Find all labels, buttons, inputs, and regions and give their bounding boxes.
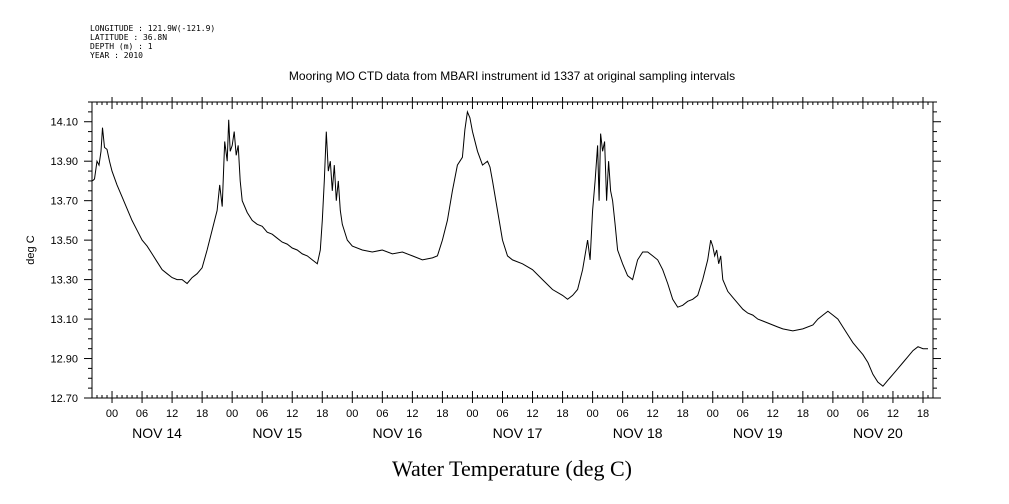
metadata-block: LONGITUDE : 121.9W(-121.9) LATITUDE : 36… xyxy=(90,24,215,60)
y-tick-label: 13.10 xyxy=(50,314,78,326)
x-hour-label: 06 xyxy=(136,408,148,420)
x-hour-label: 12 xyxy=(887,408,899,420)
y-tick-label: 12.90 xyxy=(50,354,78,366)
y-tick-label: 12.70 xyxy=(50,393,78,405)
x-day-label: NOV 15 xyxy=(252,425,302,441)
x-hour-label: 12 xyxy=(406,408,418,420)
x-hour-label: 00 xyxy=(707,408,719,420)
x-hour-label: 12 xyxy=(647,408,659,420)
x-hour-label: 00 xyxy=(346,408,358,420)
y-tick-label: 13.90 xyxy=(50,156,78,168)
chart-title: Mooring MO CTD data from MBARI instrumen… xyxy=(289,69,735,83)
x-hour-label: 18 xyxy=(556,408,568,420)
x-axis-ticks xyxy=(91,97,934,403)
x-day-label: NOV 16 xyxy=(372,425,422,441)
plot-frame xyxy=(91,101,934,399)
x-day-label: NOV 19 xyxy=(733,425,783,441)
x-hour-label: 12 xyxy=(166,408,178,420)
x-day-label: NOV 14 xyxy=(132,425,182,441)
x-hour-label: 06 xyxy=(857,408,869,420)
x-hour-label: 18 xyxy=(196,408,208,420)
longitude-text: LONGITUDE : 121.9W(-121.9) xyxy=(90,24,215,33)
year-text: YEAR : 2010 xyxy=(90,51,143,60)
x-hour-label: 06 xyxy=(496,408,508,420)
x-day-label: NOV 18 xyxy=(613,425,663,441)
depth-text: DEPTH (m) : 1 xyxy=(90,42,153,51)
x-axis-label: Water Temperature (deg C) xyxy=(392,456,632,481)
x-hour-label: 18 xyxy=(677,408,689,420)
y-axis-ticks xyxy=(84,101,941,399)
y-axis-tick-labels: 14.10 13.90 13.70 13.50 13.30 13.10 12.90 12.70 xyxy=(50,117,78,405)
x-axis-day-labels: NOV 14 NOV 15 NOV 16 NOV 17 NOV 18 NOV 19 NOV … xyxy=(132,425,903,441)
x-hour-label: 12 xyxy=(767,408,779,420)
x-hour-label: 18 xyxy=(316,408,328,420)
x-hour-label: 00 xyxy=(466,408,478,420)
x-hour-label: 18 xyxy=(917,408,929,420)
x-day-label: NOV 20 xyxy=(853,425,903,441)
x-hour-label: 00 xyxy=(106,408,118,420)
y-tick-label: 13.70 xyxy=(50,196,78,208)
x-axis-hour-labels: 00 06 12 18 00 06 12 18 00 06 12 18 00 06 12 18 00 06 12 18… xyxy=(106,408,929,420)
x-day-label: NOV 17 xyxy=(493,425,543,441)
x-hour-label: 06 xyxy=(256,408,268,420)
x-hour-label: 06 xyxy=(617,408,629,420)
x-hour-label: 12 xyxy=(526,408,538,420)
x-hour-label: 00 xyxy=(827,408,839,420)
x-hour-label: 18 xyxy=(436,408,448,420)
y-axis-label: deg C xyxy=(25,235,37,264)
y-tick-label: 14.10 xyxy=(50,117,78,129)
x-hour-label: 06 xyxy=(376,408,388,420)
x-hour-label: 06 xyxy=(737,408,749,420)
y-tick-label: 13.30 xyxy=(50,275,78,287)
latitude-text: LATITUDE : 36.8N xyxy=(90,33,167,42)
x-hour-label: 18 xyxy=(797,408,809,420)
x-hour-label: 12 xyxy=(286,408,298,420)
y-tick-label: 13.50 xyxy=(50,235,78,247)
x-hour-label: 00 xyxy=(226,408,238,420)
x-hour-label: 00 xyxy=(586,408,598,420)
water-temperature-series xyxy=(92,110,928,387)
